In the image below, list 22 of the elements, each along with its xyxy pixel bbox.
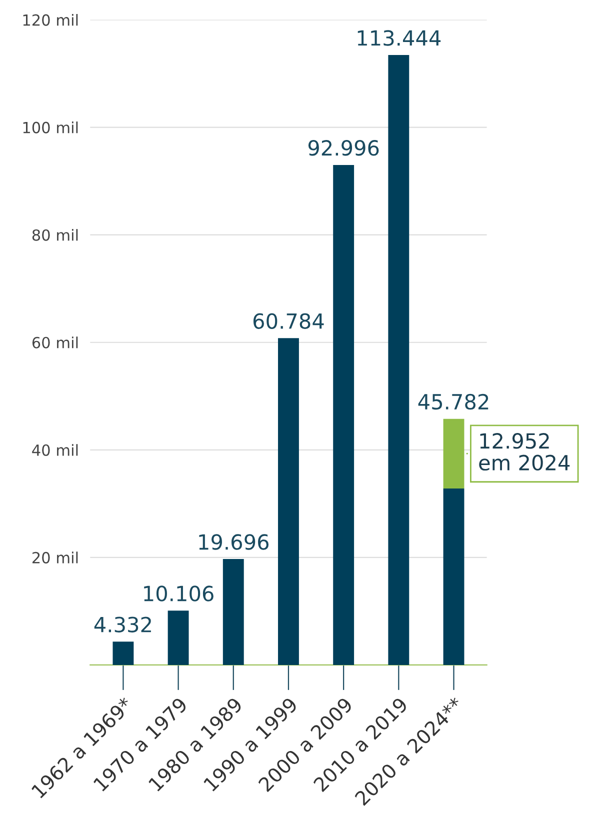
y-tick-label: 60 mil xyxy=(32,336,78,348)
bar xyxy=(333,164,354,665)
total-label: 45.782 xyxy=(418,394,488,410)
bar xyxy=(443,418,464,488)
bar xyxy=(222,559,244,665)
bar xyxy=(278,338,299,665)
y-tick-label: 40 mil xyxy=(32,444,78,456)
bar xyxy=(443,488,464,665)
bar xyxy=(388,55,410,665)
total-label: 60.784 xyxy=(253,313,324,329)
total-label: 4.332 xyxy=(94,616,151,632)
total-label: 113.444 xyxy=(358,30,441,46)
bar xyxy=(168,610,189,665)
total-label: 10.106 xyxy=(144,586,214,602)
y-tick-label: 100 mil xyxy=(23,122,78,134)
bar xyxy=(112,642,134,665)
data-label: 12.952 em 2024 xyxy=(479,433,570,471)
total-label: 92.996 xyxy=(308,140,379,156)
total-label: 19.696 xyxy=(199,534,269,550)
y-tick-label: 80 mil xyxy=(32,229,78,241)
y-tick-label: 120 mil xyxy=(23,14,78,26)
y-tick-label: 20 mil xyxy=(32,552,78,564)
